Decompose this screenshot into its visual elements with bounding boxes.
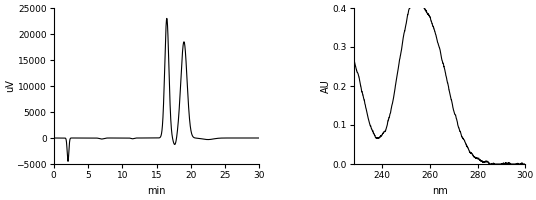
Y-axis label: AU: AU	[321, 79, 331, 93]
Y-axis label: uV: uV	[5, 80, 15, 92]
X-axis label: nm: nm	[431, 186, 448, 196]
X-axis label: min: min	[147, 186, 166, 196]
